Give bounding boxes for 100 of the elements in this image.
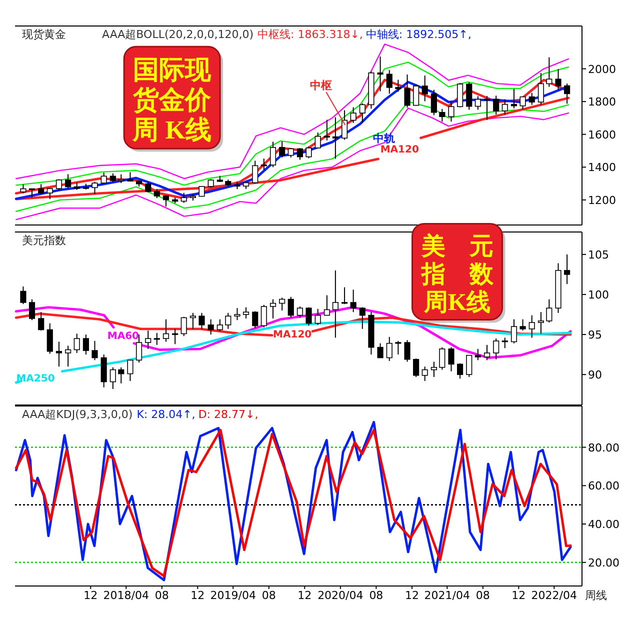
- x-tick-label: 08: [369, 589, 384, 602]
- text: 中枢线: 1863.318↓,: [258, 28, 363, 41]
- candlestick: [466, 354, 472, 378]
- candlestick: [208, 318, 214, 336]
- candlestick: [564, 254, 570, 285]
- candlestick: [190, 312, 196, 330]
- chart-title: 现货黄金: [22, 28, 66, 41]
- x-tick-label: 2020/04: [318, 589, 364, 602]
- x-tick-label: 2021/04: [424, 589, 470, 602]
- candlestick: [296, 306, 304, 318]
- x-tick-label: 12: [404, 589, 419, 602]
- candlestick: [520, 96, 526, 110]
- candlestick: [502, 98, 508, 116]
- x-tick-label: 12: [512, 589, 526, 602]
- candlestick: [404, 340, 410, 362]
- candlestick: [448, 346, 454, 372]
- x-tick-label: 2022/04: [531, 589, 577, 602]
- candlestick: [448, 101, 454, 122]
- y-tick-label: 95: [588, 328, 602, 342]
- x-tick-label: 08: [154, 589, 169, 602]
- candlestick: [341, 110, 348, 140]
- candlestick: [127, 172, 134, 182]
- candlestick: [288, 147, 294, 158]
- candlestick: [314, 308, 321, 326]
- candlestick: [296, 148, 304, 160]
- candlestick: [324, 294, 330, 316]
- candlestick: [324, 119, 330, 141]
- annotation: 美 元指 数周K线: [420, 232, 494, 316]
- series-label: MA60: [107, 330, 140, 342]
- candlestick: [20, 286, 26, 305]
- candlestick: [510, 88, 518, 109]
- y-tick-label: 20.00: [588, 556, 620, 570]
- candlestick: [154, 332, 160, 346]
- candlestick: [350, 106, 356, 124]
- y-tick-label: 1200: [588, 194, 616, 207]
- y-tick-label: 105: [588, 248, 609, 262]
- candlestick: [413, 84, 420, 106]
- candlestick: [422, 366, 428, 382]
- candlestick: [20, 184, 26, 194]
- candlestick: [457, 362, 464, 380]
- candlestick: [242, 306, 250, 319]
- candlestick: [377, 56, 384, 92]
- chart-title: 美元指数: [22, 234, 66, 247]
- x-tick-label: 12: [84, 589, 98, 602]
- candlestick: [127, 360, 134, 382]
- candlestick: [422, 75, 428, 102]
- candlestick: [528, 314, 535, 338]
- y-tick-label: 40.00: [588, 518, 620, 532]
- candlestick: [252, 310, 258, 329]
- candlestick: [332, 270, 338, 338]
- text: D: 28.77↓,: [198, 408, 258, 421]
- candlestick: [395, 340, 402, 356]
- candlestick: [65, 174, 72, 189]
- candlestick: [332, 116, 338, 160]
- candlestick: [270, 141, 276, 168]
- y-tick-label: 1600: [588, 128, 616, 142]
- candlestick: [386, 70, 392, 94]
- candlestick: [216, 318, 223, 332]
- candlestick: [359, 102, 366, 124]
- x-tick-label: 08: [476, 589, 490, 602]
- candlestick: [279, 140, 286, 158]
- candlestick: [493, 338, 500, 360]
- candlestick: [38, 312, 44, 332]
- candlestick: [162, 318, 170, 342]
- candlestick: [260, 158, 267, 171]
- candlestick: [457, 82, 464, 108]
- candlestick: [180, 192, 187, 204]
- candlestick: [474, 96, 481, 110]
- candlestick: [510, 318, 518, 344]
- candlestick: [28, 298, 36, 321]
- candlestick: [172, 328, 178, 345]
- candlestick: [82, 334, 89, 356]
- candlestick: [270, 298, 276, 319]
- series-label: MA120: [273, 329, 312, 340]
- candlestick: [350, 289, 356, 313]
- x-tick-label: 08: [262, 589, 276, 602]
- series-label: MA120: [380, 144, 419, 156]
- candlestick: [154, 188, 160, 199]
- candlestick: [520, 318, 526, 332]
- candlestick: [46, 188, 53, 200]
- candlestick: [474, 348, 481, 361]
- y-tick-label: 80.00: [588, 441, 620, 454]
- candlestick: [538, 312, 544, 334]
- candlestick: [528, 92, 535, 106]
- candlestick: [314, 132, 321, 148]
- y-tick-label: 1400: [588, 161, 616, 174]
- candlestick: [466, 82, 472, 110]
- candlestick: [306, 306, 312, 326]
- candlestick: [502, 337, 508, 349]
- candlestick: [430, 361, 437, 378]
- y-tick-label: 90: [588, 368, 602, 382]
- candlestick: [234, 308, 240, 321]
- annotation: 国际现货金价周 K线: [132, 56, 212, 145]
- candlestick: [145, 330, 152, 350]
- candlestick: [359, 306, 366, 330]
- candlestick: [92, 340, 98, 361]
- candlestick: [484, 344, 490, 361]
- series-label: MA250: [16, 374, 55, 385]
- line-series: [16, 44, 570, 180]
- candlestick: [306, 146, 312, 159]
